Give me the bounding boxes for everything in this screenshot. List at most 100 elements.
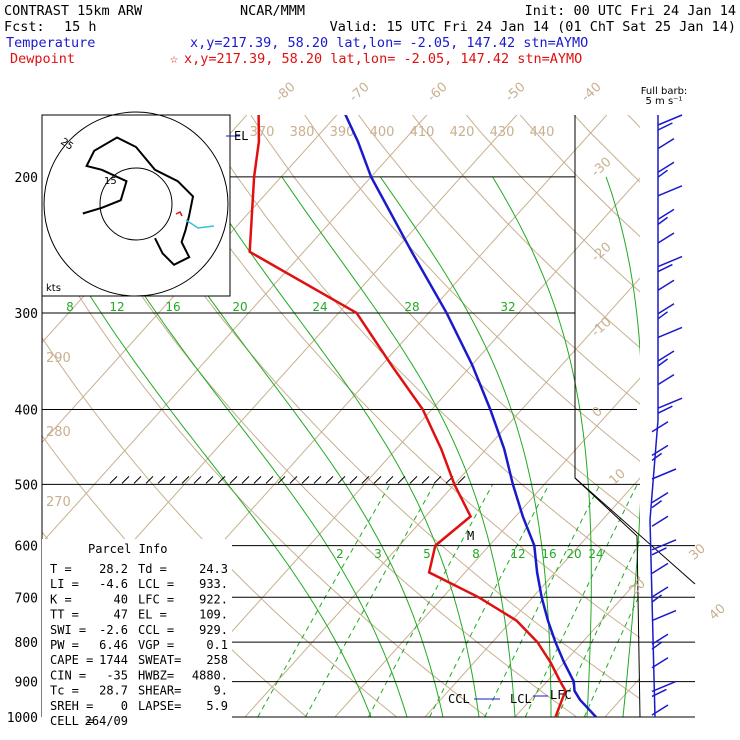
parcel-row-label2: VGP = (138, 638, 174, 652)
dry-adiabat (142, 115, 640, 639)
parcel-row-label2: SHEAR= (138, 684, 181, 698)
hodograph-frame (41, 114, 231, 297)
hatch-mark (457, 476, 466, 484)
barb-legend-line2: 5 m s⁻¹ (646, 96, 683, 107)
isotherm-line (42, 115, 248, 344)
parcel-row-value: -4.6 (99, 577, 128, 591)
parcel-row-label: LI = (50, 577, 79, 591)
hatch-mark (253, 476, 262, 484)
parcel-row-value: 0 (121, 699, 128, 713)
hatch-mark (217, 476, 226, 484)
mixing-ratio-line (429, 484, 550, 717)
wind-barb-half (657, 122, 673, 131)
temperature-series (344, 115, 597, 717)
pressure-label-300: 300 (15, 307, 38, 322)
mixing-label: 20 (566, 547, 581, 561)
pressure-label-500: 500 (15, 478, 38, 493)
hodograph: 25 15 kts (41, 111, 231, 297)
dry-adiabat (573, 115, 640, 183)
dry-adiabat (250, 115, 640, 520)
legend-dewpoint-marker: ☆ (170, 51, 178, 67)
theta-label: 290 (46, 351, 71, 366)
legend-dewpoint-label: Dewpoint (10, 51, 75, 67)
hodograph-units-label: kts (46, 283, 61, 294)
wind-barb (657, 326, 683, 339)
wind-barb (651, 539, 677, 551)
hatch-mark (301, 476, 310, 484)
isotherm-label: -60 (425, 80, 451, 105)
moist-label: 16 (165, 300, 180, 314)
moist-labels: 8 12 16 20 24 28 32 2 3 5 8 12 16 20 24 (66, 300, 603, 561)
dewpoint-series (248, 115, 567, 717)
parcel-row-value: 264/09 (85, 714, 128, 728)
hodograph-storm-motion (185, 219, 215, 229)
wind-barb-half (657, 263, 673, 273)
hatch-mark (289, 476, 298, 484)
theta-label: 430 (490, 125, 515, 140)
hatch-mark (193, 476, 202, 484)
theta-label: 420 (450, 125, 475, 140)
moist-label: 28 (404, 300, 419, 314)
plot-right-diagonal (574, 477, 696, 585)
hatch-mark (181, 476, 190, 484)
hodograph-mean-wind (175, 210, 183, 217)
parcel-row-label: PW = (50, 638, 79, 652)
moist-adiabat (379, 176, 552, 717)
pressure-label-600: 600 (15, 540, 38, 555)
barb-legend-line1: Full barb: (641, 86, 688, 97)
wind-barb-half (657, 358, 669, 367)
parcel-row-label: CAPE = (50, 653, 93, 667)
hatch-mark (385, 476, 394, 484)
hatch-mark (145, 476, 154, 484)
isotherm-line (514, 577, 640, 717)
wind-barb (657, 373, 675, 386)
barb-staff-lower (649, 419, 659, 718)
isotherm-label: -50 (503, 80, 529, 105)
lcl-label: LCL (510, 692, 532, 706)
ccl-label: CCL (448, 692, 470, 706)
header-fcst-value: 15 h (64, 19, 97, 35)
pressure-label-200: 200 (15, 171, 38, 186)
wind-barb (651, 704, 669, 716)
legend-dewpoint-info: x,y=217.39, 58.20 lat,lon= -2.05, 147.42… (184, 51, 582, 67)
isotherm-line (154, 177, 640, 717)
hodograph-inner-ring (99, 167, 173, 241)
parcel-row-value: -35 (106, 668, 128, 682)
dry-adiabat (196, 115, 640, 579)
parcel-row-value2: 933. (199, 577, 228, 591)
dry-adiabat (622, 0, 740, 733)
isotherm-line (42, 115, 338, 444)
dry-adiabat (519, 115, 640, 238)
m-label: M (467, 529, 474, 543)
theta-label: 270 (46, 495, 71, 510)
hodograph-outer-ring (43, 111, 229, 297)
parcel-row-label2: EL = (138, 608, 167, 622)
mixing-ratio-line (484, 484, 601, 717)
hatch-mark (325, 476, 334, 484)
parcel-row-label: T = (50, 562, 72, 576)
parcel-row-label: Tc = (50, 684, 79, 698)
isotherm-label: -40 (579, 80, 605, 105)
mixing-label: 12 (510, 547, 525, 561)
wind-barb (651, 609, 677, 622)
hatch-mark (421, 476, 430, 484)
parcel-row-value: 40 (114, 592, 128, 606)
wind-barb (657, 279, 675, 291)
wind-barb-half (651, 594, 663, 603)
wind-barb-half (657, 311, 669, 320)
hatch-mark (349, 476, 358, 484)
mixing-label: 24 (588, 547, 603, 561)
mixing-label: 3 (374, 547, 382, 561)
theta-label: 370 (250, 125, 275, 140)
dry-adiabat (304, 115, 640, 462)
pressure-label-700: 700 (15, 591, 38, 606)
isotherm-label: 30 (686, 541, 708, 563)
wind-barb (651, 444, 669, 457)
parcel-row-value: 28.7 (99, 684, 128, 698)
parcel-row-label2: HWBZ= (138, 668, 174, 682)
isotherm-label: -20 (589, 240, 615, 265)
hatch-mark (169, 476, 178, 484)
wind-barb (651, 680, 677, 693)
wind-barb (651, 421, 669, 433)
